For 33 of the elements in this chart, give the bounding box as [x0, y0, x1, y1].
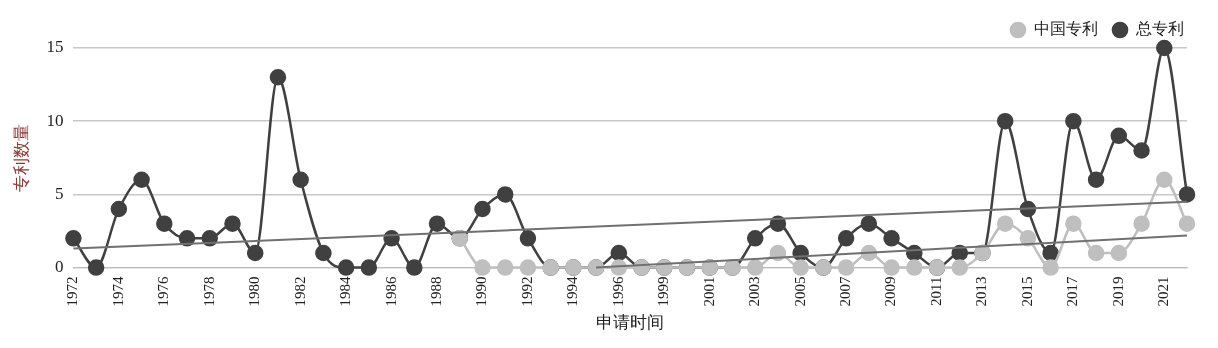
x-tick-label: 1992: [518, 276, 535, 307]
x-axis-title: 申请时间: [596, 313, 665, 333]
x-tick-label: 2019: [1109, 276, 1126, 307]
x-tick-label: 1978: [200, 276, 217, 307]
x-tick-label: 2007: [837, 276, 854, 307]
y-axis-title: 专利数量: [11, 123, 31, 192]
x-tick-label: 1999: [655, 276, 672, 307]
x-tick-label: 2009: [882, 276, 899, 307]
x-tick-label: 1980: [246, 276, 263, 307]
x-tick-label: 2001: [700, 276, 717, 307]
x-tick-label: 2021: [1155, 276, 1172, 307]
y-tick-label: 15: [46, 37, 64, 57]
x-tick-label: 2003: [746, 276, 763, 307]
x-tick-label: 2013: [973, 276, 990, 307]
x-tick-label: 2017: [1064, 276, 1081, 307]
x-tick-label: 1994: [564, 276, 581, 307]
legend-label: 总专利: [1135, 20, 1184, 38]
x-tick-label: 2011: [927, 276, 944, 307]
x-tick-label: 2015: [1018, 276, 1035, 307]
x-tick-label: 1990: [473, 276, 490, 307]
x-tick-label: 1972: [64, 276, 81, 307]
x-tick-label: 1996: [609, 276, 626, 307]
y-tick-label: 0: [54, 257, 64, 277]
x-tick-label: 1986: [382, 276, 399, 307]
y-tick-label: 10: [46, 110, 64, 130]
legend-label: 中国专利: [1034, 20, 1098, 38]
x-tick-label: 1982: [291, 276, 308, 307]
x-tick-label: 1984: [337, 276, 354, 307]
x-tick-label: 1988: [427, 276, 444, 307]
x-tick-label: 1974: [109, 276, 126, 307]
x-tick-label: 2005: [791, 276, 808, 307]
x-tick-label: 1976: [155, 276, 172, 307]
y-tick-label: 5: [54, 183, 64, 203]
